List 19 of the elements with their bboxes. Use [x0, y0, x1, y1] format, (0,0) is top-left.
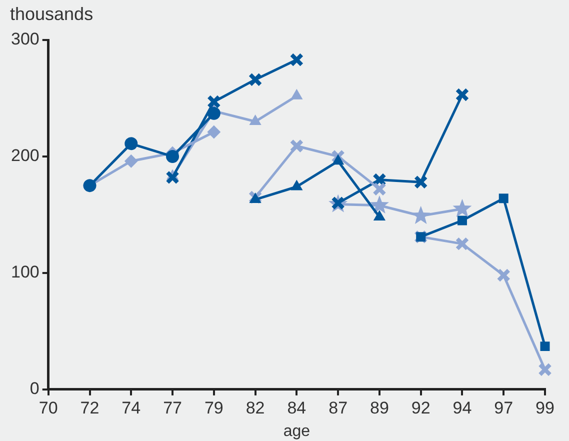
y-axis-title: thousands: [10, 4, 94, 24]
x-tick-label: 87: [328, 398, 348, 418]
x-tick-label: 89: [370, 398, 389, 418]
y-tick-label: 300: [10, 30, 40, 49]
y-tick-label: 200: [10, 146, 40, 166]
x-tick-label: 70: [38, 398, 58, 418]
x-tick-label: 72: [80, 398, 100, 418]
x-tick-label: 82: [246, 398, 265, 418]
x-tick-label: 94: [452, 398, 472, 418]
x-axis-title: age: [283, 422, 310, 440]
x-tick-label: 92: [411, 398, 430, 418]
y-tick-label: 0: [30, 379, 40, 398]
y-tick-label: 100: [10, 262, 40, 282]
x-tick-label: 97: [494, 398, 514, 418]
x-tick-label: 77: [163, 398, 182, 418]
x-tick-label: 74: [122, 398, 141, 418]
x-tick-label: 79: [204, 398, 224, 418]
x-tick-label: 84: [287, 398, 306, 418]
x-tick-label: 99: [536, 398, 554, 418]
